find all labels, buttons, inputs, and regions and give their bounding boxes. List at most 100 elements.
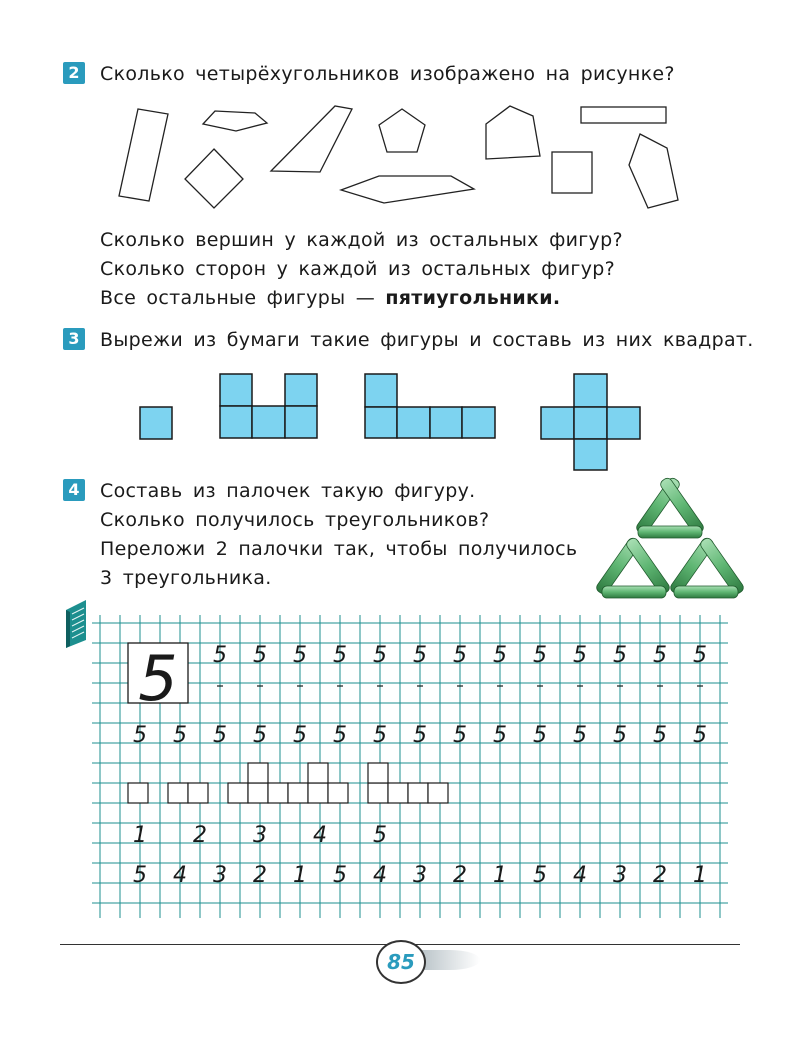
task-3-line-1: Вырежи из бумаги такие фигуры и составь … bbox=[100, 329, 754, 351]
copy-box bbox=[267, 782, 289, 804]
shape-irregular-pentagon bbox=[485, 105, 541, 160]
big-digit: 5 bbox=[138, 642, 177, 715]
piece-single-square bbox=[139, 406, 173, 440]
copybook-grid: 5 5 5 5 5 5 5 5 5 5 5 5 5 5 5 5 5 5 5 5 5 5 5 5 5 5 5 5 5 1 2 3 4 5 5 4… bbox=[92, 615, 728, 918]
row-5-digit: 4 bbox=[573, 863, 587, 888]
copybook-row-2: 5 5 5 5 5 5 5 5 5 5 5 5 5 5 5 bbox=[133, 723, 707, 748]
row-1-digit: 5 bbox=[693, 643, 707, 668]
row-2-digit: 5 bbox=[493, 723, 507, 748]
shape-tilted-rectangle bbox=[118, 108, 169, 202]
row-2-digit: 5 bbox=[573, 723, 587, 748]
row-1-digit: 5 bbox=[333, 643, 347, 668]
copy-box bbox=[307, 782, 329, 804]
task-2-question: Сколько четырёхугольников изображено на … bbox=[100, 60, 675, 89]
copybook-row-1: 5 5 5 5 5 5 5 5 5 5 5 5 5 bbox=[213, 643, 707, 668]
copy-box bbox=[127, 782, 149, 804]
row-5-digit: 1 bbox=[693, 863, 707, 888]
row-5-digit: 4 bbox=[173, 863, 187, 888]
row-1-digit: 5 bbox=[533, 643, 547, 668]
row-5-digit: 1 bbox=[293, 863, 307, 888]
big-digit-box bbox=[127, 642, 189, 704]
task-2-line-4-answer: пятиугольники. bbox=[385, 287, 561, 309]
piece-plus-shape bbox=[540, 373, 641, 471]
shape-diamond bbox=[184, 148, 244, 209]
shape-small-pentagon bbox=[201, 110, 269, 132]
copybook-row-3-boxes bbox=[127, 762, 449, 804]
row-5-digit: 5 bbox=[133, 863, 147, 888]
task-4-line-2: Сколько получилось треугольников? bbox=[100, 509, 490, 531]
row-2-digit: 5 bbox=[333, 723, 347, 748]
row-5-digit: 3 bbox=[613, 863, 627, 888]
row-1-digit: 5 bbox=[293, 643, 307, 668]
task-4-question: Составь из палочек такую фигуру. Сколько… bbox=[100, 477, 577, 593]
shape-right-pentagon bbox=[628, 133, 679, 209]
copy-box bbox=[247, 782, 269, 804]
piece-l-shape bbox=[364, 373, 496, 439]
row-5-digit: 2 bbox=[653, 863, 667, 888]
row-5-digit: 2 bbox=[453, 863, 467, 888]
row-2-digit: 5 bbox=[693, 723, 707, 748]
row-5-digit: 1 bbox=[493, 863, 507, 888]
task-2-followup: Сколько вершин у каждой из остальных фиг… bbox=[100, 226, 623, 313]
copy-box bbox=[227, 782, 249, 804]
row-1-digit: 5 bbox=[613, 643, 627, 668]
page-number: 85 bbox=[376, 940, 426, 984]
shape-regular-pentagon bbox=[378, 108, 426, 153]
task-3-question: Вырежи из бумаги такие фигуры и составь … bbox=[100, 326, 754, 355]
row-1-digit: 5 bbox=[493, 643, 507, 668]
copy-box bbox=[167, 782, 189, 804]
piece-u-shape bbox=[219, 373, 318, 439]
row-2-digit: 5 bbox=[253, 723, 267, 748]
shape-long-rectangle bbox=[580, 106, 667, 124]
task-2-line-1: Сколько четырёхугольников изображено на … bbox=[100, 63, 675, 85]
task-3-pieces bbox=[139, 373, 641, 471]
row-2-digit: 5 bbox=[453, 723, 467, 748]
task-3-badge: 3 bbox=[63, 328, 85, 350]
task-4-line-4: 3 треугольника. bbox=[100, 567, 272, 589]
row-2-digit: 5 bbox=[293, 723, 307, 748]
shape-flat-quadrilateral bbox=[338, 175, 476, 204]
row-4-digit: 4 bbox=[313, 823, 327, 848]
shape-square bbox=[551, 151, 593, 194]
task-2-shapes bbox=[118, 105, 679, 209]
row-1-digit: 5 bbox=[213, 643, 227, 668]
row-5-digit: 2 bbox=[253, 863, 267, 888]
row-5-digit: 5 bbox=[533, 863, 547, 888]
task-2-line-4: Все остальные фигуры — пятиугольники. bbox=[100, 284, 623, 313]
row-4-digit: 1 bbox=[133, 823, 147, 848]
task-2-line-3: Сколько сторон у каждой из остальных фиг… bbox=[100, 258, 615, 280]
row-2-digit: 5 bbox=[613, 723, 627, 748]
notebook-icon bbox=[66, 600, 86, 648]
row-2-digit: 5 bbox=[173, 723, 187, 748]
copy-box bbox=[307, 762, 329, 784]
row-2-digit: 5 bbox=[653, 723, 667, 748]
copy-box bbox=[247, 762, 269, 784]
row-1-digit: 5 bbox=[373, 643, 387, 668]
row-1-digit: 5 bbox=[453, 643, 467, 668]
row-2-digit: 5 bbox=[413, 723, 427, 748]
shape-trapezoid bbox=[269, 105, 353, 173]
row-1-digit: 5 bbox=[413, 643, 427, 668]
row-2-digit: 5 bbox=[213, 723, 227, 748]
row-4-digit: 3 bbox=[253, 823, 267, 848]
copybook-row-5: 5 4 3 2 1 5 4 3 2 1 5 4 3 2 1 bbox=[133, 863, 707, 888]
task-2-badge: 2 bbox=[63, 62, 85, 84]
copybook-row-4: 1 2 3 4 5 bbox=[133, 823, 387, 848]
task-4-line-3: Переложи 2 палочки так, чтобы получилось bbox=[100, 538, 578, 560]
copy-box bbox=[427, 782, 449, 804]
task-4-badge: 4 bbox=[63, 479, 85, 501]
row-1-digit: 5 bbox=[573, 643, 587, 668]
row-4-digit: 5 bbox=[373, 823, 387, 848]
task-4-line-1: Составь из палочек такую фигуру. bbox=[100, 480, 476, 502]
row-5-digit: 4 bbox=[373, 863, 387, 888]
row-2-digit: 5 bbox=[533, 723, 547, 748]
row-5-digit: 5 bbox=[333, 863, 347, 888]
row-1-digit: 5 bbox=[253, 643, 267, 668]
sticks-triangles-figure bbox=[596, 477, 744, 599]
task-2-line-4-prefix: Все остальные фигуры — bbox=[100, 287, 386, 309]
copy-box bbox=[287, 782, 309, 804]
copy-box bbox=[387, 782, 409, 804]
row-5-digit: 3 bbox=[213, 863, 227, 888]
row-2-digit: 5 bbox=[373, 723, 387, 748]
row-5-digit: 3 bbox=[413, 863, 427, 888]
